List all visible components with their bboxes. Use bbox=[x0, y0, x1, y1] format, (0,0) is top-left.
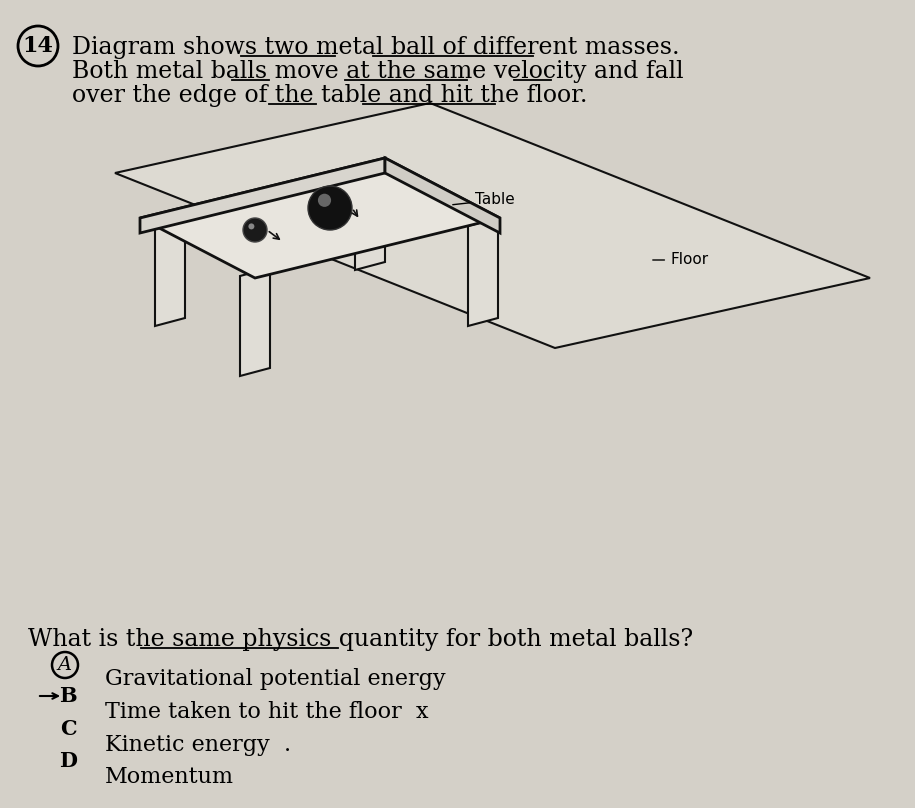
Circle shape bbox=[308, 186, 352, 230]
Circle shape bbox=[248, 223, 254, 229]
Text: Floor: Floor bbox=[652, 252, 708, 267]
Text: What is the same physics quantity for both metal balls?: What is the same physics quantity for bo… bbox=[28, 628, 694, 651]
Text: D: D bbox=[59, 751, 77, 771]
Text: Kinetic energy  .: Kinetic energy . bbox=[105, 734, 291, 756]
Text: A: A bbox=[58, 656, 72, 674]
Polygon shape bbox=[155, 210, 185, 326]
Polygon shape bbox=[355, 162, 385, 270]
Polygon shape bbox=[115, 103, 870, 348]
Text: Diagram shows two metal ball of different masses.: Diagram shows two metal ball of differen… bbox=[72, 36, 680, 59]
Circle shape bbox=[243, 218, 267, 242]
Text: 14: 14 bbox=[23, 35, 53, 57]
Polygon shape bbox=[240, 268, 270, 376]
Circle shape bbox=[318, 194, 331, 207]
Polygon shape bbox=[140, 158, 385, 233]
Text: Both metal balls move at the same velocity and fall: Both metal balls move at the same veloci… bbox=[72, 60, 684, 83]
Text: over the edge of the table and hit the floor.: over the edge of the table and hit the f… bbox=[72, 84, 587, 107]
Polygon shape bbox=[140, 158, 500, 278]
Text: Momentum: Momentum bbox=[105, 766, 234, 788]
Text: Time taken to hit the floor  x: Time taken to hit the floor x bbox=[105, 701, 428, 723]
Text: Gravitational potential energy: Gravitational potential energy bbox=[105, 668, 446, 690]
Text: B: B bbox=[59, 686, 77, 706]
Text: Table: Table bbox=[453, 192, 515, 208]
Polygon shape bbox=[468, 218, 498, 326]
Text: C: C bbox=[59, 719, 76, 739]
Polygon shape bbox=[385, 158, 500, 233]
